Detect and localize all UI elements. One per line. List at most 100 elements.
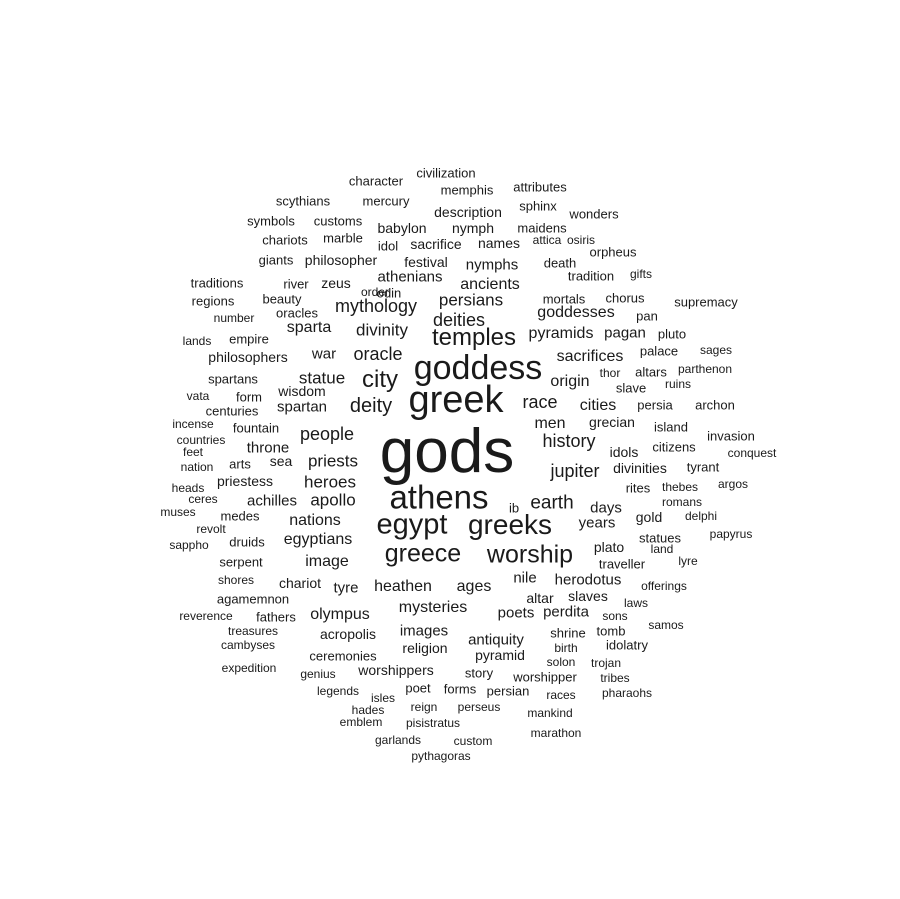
cloud-word: treasures bbox=[227, 624, 279, 638]
cloud-word: priests bbox=[307, 451, 359, 471]
cloud-word: oracle bbox=[353, 344, 403, 364]
cloud-word: antiquity bbox=[468, 631, 524, 649]
cloud-word: death bbox=[543, 255, 577, 271]
cloud-word: earth bbox=[530, 492, 574, 514]
cloud-word: deity bbox=[349, 395, 393, 417]
cloud-word: zeus bbox=[321, 275, 351, 291]
cloud-word: genius bbox=[300, 667, 336, 681]
cloud-word: reign bbox=[410, 700, 438, 714]
cloud-word: serpent bbox=[219, 554, 263, 570]
cloud-word: sons bbox=[602, 609, 628, 623]
cloud-word: custom bbox=[453, 734, 493, 748]
cloud-word: thor bbox=[599, 366, 621, 380]
cloud-word: arts bbox=[229, 456, 251, 472]
cloud-word: persia bbox=[637, 397, 673, 413]
cloud-word: attica bbox=[532, 233, 562, 247]
cloud-word: philosophers bbox=[208, 349, 288, 365]
cloud-word: laws bbox=[623, 596, 649, 610]
cloud-word: order bbox=[360, 285, 390, 299]
cloud-word: character bbox=[348, 173, 404, 189]
cloud-word: garlands bbox=[374, 733, 422, 747]
cloud-word: attributes bbox=[513, 179, 567, 195]
cloud-word: egyptians bbox=[283, 531, 353, 548]
cloud-word: idols bbox=[609, 444, 639, 460]
cloud-word: slaves bbox=[568, 588, 608, 604]
cloud-word: city bbox=[362, 366, 398, 393]
cloud-word: pluto bbox=[657, 326, 687, 342]
cloud-word: pagan bbox=[604, 324, 646, 342]
cloud-word: parthenon bbox=[677, 362, 733, 376]
cloud-word: race bbox=[522, 392, 558, 412]
cloud-word: pyramid bbox=[475, 647, 525, 663]
cloud-word: wonders bbox=[569, 206, 619, 222]
cloud-word: thebes bbox=[661, 480, 699, 494]
cloud-word: lyre bbox=[678, 554, 698, 568]
cloud-word: druids bbox=[229, 534, 265, 550]
cloud-word: chariots bbox=[262, 232, 308, 248]
cloud-word: muses bbox=[160, 505, 196, 519]
cloud-word: giants bbox=[258, 252, 294, 268]
cloud-word: slave bbox=[615, 380, 647, 396]
cloud-word: greek bbox=[408, 379, 504, 421]
cloud-word: sacrifice bbox=[410, 236, 462, 252]
cloud-word: heads bbox=[171, 481, 205, 495]
cloud-word: names bbox=[477, 235, 521, 251]
cloud-word: men bbox=[534, 415, 566, 432]
cloud-word: reverence bbox=[179, 609, 233, 623]
cloud-word: scythians bbox=[275, 193, 331, 209]
cloud-word: description bbox=[434, 204, 502, 220]
cloud-word: idolatry bbox=[606, 637, 648, 653]
cloud-word: years bbox=[578, 514, 616, 532]
cloud-word: cities bbox=[579, 397, 617, 414]
cloud-word: achilles bbox=[246, 492, 298, 510]
cloud-word: nile bbox=[513, 569, 537, 587]
cloud-word: apollo bbox=[310, 490, 356, 510]
cloud-word: tyrant bbox=[686, 459, 720, 475]
cloud-word: lands bbox=[182, 334, 212, 348]
cloud-word: vata bbox=[186, 389, 210, 403]
cloud-word: throne bbox=[246, 439, 290, 457]
cloud-word: philosopher bbox=[304, 252, 378, 268]
cloud-word: marathon bbox=[530, 726, 582, 740]
cloud-word: river bbox=[283, 276, 309, 292]
cloud-word: memphis bbox=[440, 182, 494, 198]
cloud-word: worshippers bbox=[358, 662, 434, 678]
cloud-word: goddess bbox=[413, 349, 543, 387]
cloud-word: altar bbox=[526, 590, 554, 606]
cloud-word: tribes bbox=[600, 671, 630, 685]
cloud-word: argos bbox=[717, 477, 749, 491]
cloud-word: gold bbox=[635, 509, 663, 525]
cloud-word: tomb bbox=[596, 623, 626, 639]
cloud-word: poet bbox=[405, 680, 431, 696]
cloud-word: medes bbox=[220, 508, 260, 524]
cloud-word: goddesses bbox=[537, 304, 615, 321]
cloud-word: sphinx bbox=[519, 198, 557, 214]
cloud-word: archon bbox=[695, 397, 735, 413]
cloud-word: incense bbox=[172, 417, 214, 431]
cloud-word: shrine bbox=[550, 625, 586, 641]
cloud-word: nymph bbox=[451, 220, 495, 236]
cloud-word: cambyses bbox=[220, 638, 276, 652]
cloud-word: countries bbox=[176, 433, 226, 447]
cloud-word: traveller bbox=[598, 556, 646, 572]
cloud-word: emblem bbox=[339, 715, 383, 729]
cloud-word: symbols bbox=[247, 213, 295, 229]
cloud-word: sages bbox=[699, 343, 733, 357]
cloud-word: isles bbox=[370, 691, 396, 705]
cloud-word: divinities bbox=[613, 460, 667, 476]
cloud-word: rites bbox=[625, 480, 651, 496]
cloud-word: citizens bbox=[652, 439, 696, 455]
cloud-word: statue bbox=[298, 368, 346, 388]
cloud-word: history bbox=[542, 431, 596, 451]
cloud-word: ruins bbox=[664, 377, 692, 391]
cloud-word: tradition bbox=[567, 268, 615, 284]
cloud-word: festival bbox=[404, 254, 448, 270]
cloud-word: papyrus bbox=[709, 527, 753, 541]
cloud-word: nations bbox=[289, 512, 341, 529]
cloud-word: oracles bbox=[276, 305, 318, 321]
cloud-word: trojan bbox=[590, 656, 622, 670]
cloud-word: heroes bbox=[304, 472, 356, 492]
cloud-word: expedition bbox=[221, 661, 277, 675]
cloud-word: spartan bbox=[276, 398, 328, 416]
cloud-word: ceremonies bbox=[309, 648, 377, 664]
